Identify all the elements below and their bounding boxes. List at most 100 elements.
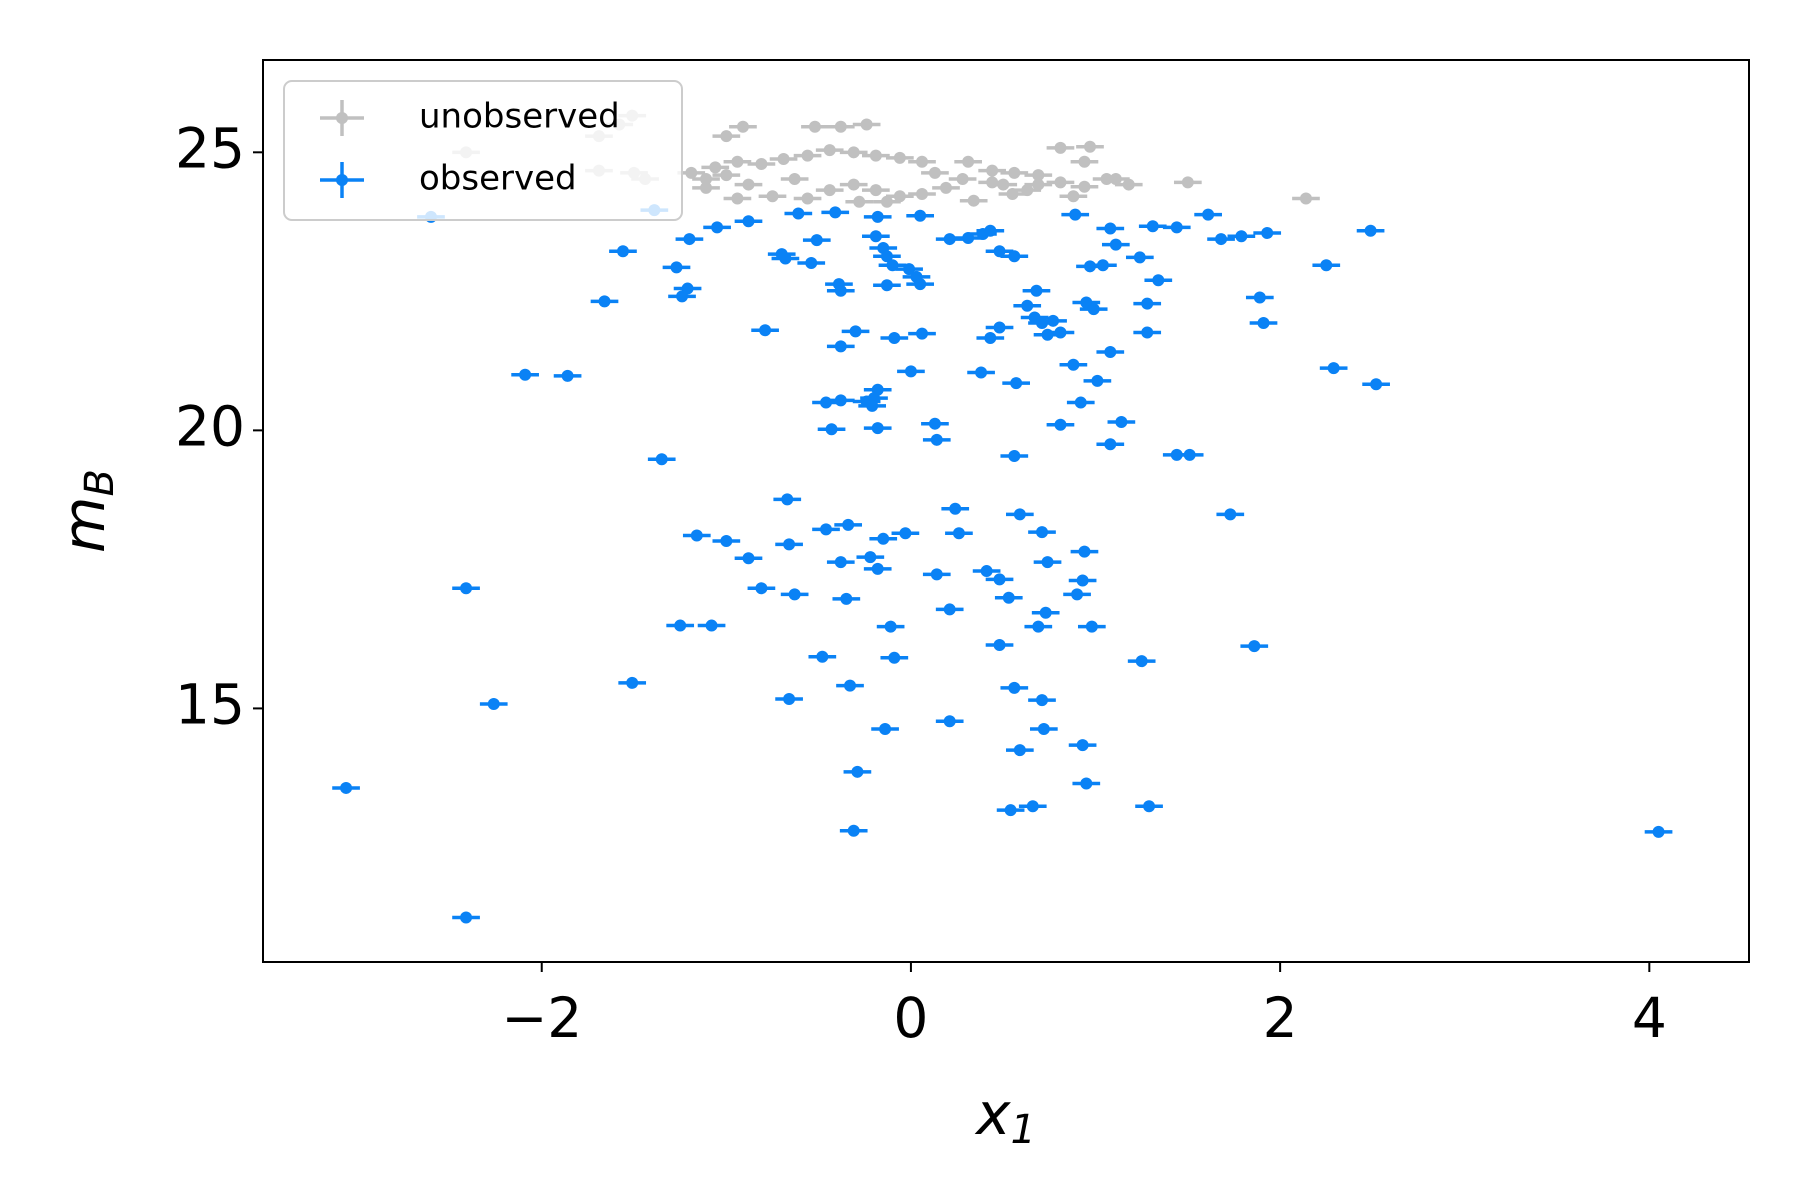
point bbox=[1039, 606, 1052, 619]
point bbox=[984, 224, 997, 237]
point bbox=[1170, 221, 1183, 234]
point bbox=[781, 493, 794, 506]
point bbox=[847, 178, 860, 191]
point bbox=[956, 173, 969, 186]
point bbox=[1008, 166, 1021, 179]
point bbox=[801, 192, 814, 205]
point bbox=[460, 911, 473, 924]
point bbox=[916, 155, 929, 168]
point bbox=[877, 532, 890, 545]
point bbox=[766, 190, 779, 203]
point bbox=[1080, 777, 1093, 790]
point bbox=[893, 151, 906, 164]
point bbox=[888, 332, 901, 345]
point bbox=[842, 518, 855, 531]
point bbox=[949, 502, 962, 515]
point bbox=[1054, 141, 1067, 154]
point bbox=[1122, 178, 1135, 191]
point bbox=[1235, 230, 1248, 243]
point bbox=[1041, 328, 1054, 341]
point bbox=[561, 369, 574, 382]
point bbox=[884, 620, 897, 633]
point bbox=[1032, 178, 1045, 191]
y-axis-label: mB bbox=[50, 469, 123, 553]
point bbox=[975, 366, 988, 379]
point bbox=[1069, 208, 1082, 221]
y-label-sub: B bbox=[77, 469, 123, 496]
x-label-sub: 1 bbox=[1010, 1107, 1035, 1153]
point bbox=[1008, 449, 1021, 462]
point bbox=[731, 192, 744, 205]
point bbox=[899, 527, 912, 540]
point bbox=[1076, 574, 1089, 587]
point bbox=[930, 433, 943, 446]
point bbox=[1013, 744, 1026, 757]
point bbox=[869, 149, 882, 162]
point bbox=[1248, 640, 1261, 653]
point bbox=[869, 230, 882, 243]
point bbox=[1143, 800, 1156, 813]
point bbox=[986, 164, 999, 177]
y-label-main: m bbox=[50, 496, 118, 553]
point bbox=[1224, 508, 1237, 521]
point bbox=[700, 173, 713, 186]
point bbox=[903, 263, 916, 276]
point bbox=[711, 221, 724, 234]
point bbox=[690, 529, 703, 542]
point bbox=[928, 417, 941, 430]
point bbox=[879, 722, 892, 735]
point bbox=[880, 250, 893, 263]
point bbox=[1041, 556, 1054, 569]
point bbox=[1181, 176, 1194, 189]
point bbox=[871, 210, 884, 223]
point bbox=[1067, 190, 1080, 203]
point bbox=[742, 552, 755, 565]
point bbox=[670, 261, 683, 274]
point bbox=[1035, 317, 1048, 330]
point bbox=[788, 173, 801, 186]
point bbox=[984, 332, 997, 345]
point bbox=[1047, 314, 1060, 327]
point bbox=[1032, 169, 1045, 182]
point bbox=[880, 195, 893, 208]
point bbox=[993, 639, 1006, 652]
point bbox=[676, 290, 689, 303]
point bbox=[685, 166, 698, 179]
point bbox=[1078, 180, 1091, 193]
point bbox=[943, 233, 956, 246]
legend-marker bbox=[336, 112, 348, 124]
point bbox=[871, 422, 884, 435]
y-tick-label: 20 bbox=[175, 395, 245, 459]
point bbox=[810, 234, 823, 247]
x-axis-label: x1 bbox=[974, 1080, 1036, 1153]
point bbox=[1133, 251, 1146, 264]
point bbox=[834, 340, 847, 353]
point bbox=[1320, 259, 1333, 272]
point bbox=[709, 161, 722, 174]
point bbox=[1202, 208, 1215, 221]
y-tick-label: 15 bbox=[175, 673, 245, 737]
point bbox=[871, 383, 884, 396]
legend-label: unobserved bbox=[419, 97, 620, 137]
point bbox=[1021, 299, 1034, 312]
point bbox=[914, 209, 927, 222]
point bbox=[788, 588, 801, 601]
point bbox=[340, 781, 353, 794]
point bbox=[847, 146, 860, 159]
point bbox=[1067, 358, 1080, 371]
point bbox=[1091, 374, 1104, 387]
point bbox=[487, 697, 500, 710]
legend-marker bbox=[336, 174, 348, 186]
point bbox=[1135, 655, 1148, 668]
point bbox=[928, 166, 941, 179]
point bbox=[1074, 396, 1087, 409]
point bbox=[808, 120, 821, 133]
point bbox=[683, 233, 696, 246]
point bbox=[893, 190, 906, 203]
point bbox=[1183, 448, 1196, 461]
point bbox=[755, 582, 768, 595]
point bbox=[1096, 259, 1109, 272]
point bbox=[1054, 176, 1067, 189]
point bbox=[904, 365, 917, 378]
